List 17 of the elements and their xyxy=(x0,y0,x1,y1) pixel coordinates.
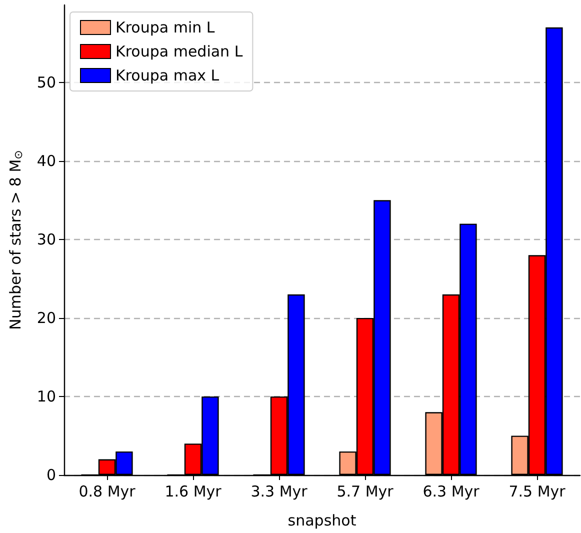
x-tick-label: 7.5 Myr xyxy=(508,482,566,500)
x-tick-label: 6.3 Myr xyxy=(422,482,480,500)
y-tick-label: 40 xyxy=(36,152,56,170)
x-tick-label: 1.6 Myr xyxy=(164,482,222,500)
y-tick-label: 10 xyxy=(36,387,56,406)
x-tick-label: 5.7 Myr xyxy=(336,482,394,500)
legend-label: Kroupa max L xyxy=(116,66,220,84)
y-tick-label: 0 xyxy=(46,466,56,484)
y-tick-label: 20 xyxy=(36,308,56,327)
y-axis-title: Number of stars > 8 M⊙ xyxy=(6,150,25,330)
legend-label: Kroupa min L xyxy=(116,18,216,36)
x-axis-title: snapshot xyxy=(288,512,356,530)
x-tick-label: 3.3 Myr xyxy=(250,482,308,500)
legend-label: Kroupa median L xyxy=(116,42,244,60)
y-tick-label: 30 xyxy=(36,230,56,248)
y-tick-label: 50 xyxy=(36,73,56,92)
x-tick-label: 0.8 Myr xyxy=(78,482,136,500)
